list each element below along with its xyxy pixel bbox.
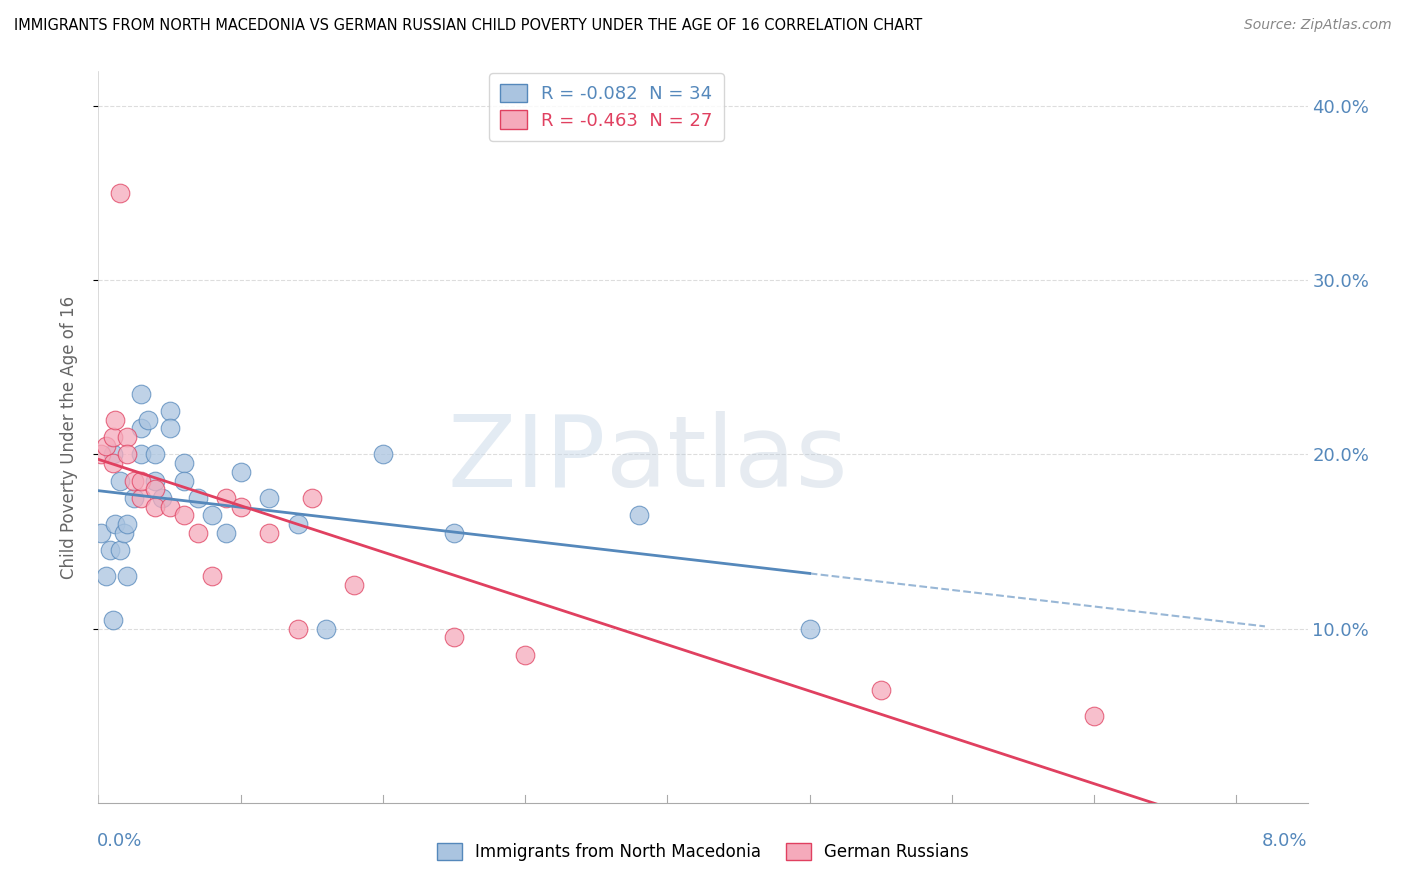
Y-axis label: Child Poverty Under the Age of 16: Child Poverty Under the Age of 16 (59, 295, 77, 579)
Text: ZIP: ZIP (449, 410, 606, 508)
Point (108, 543, 131, 558)
Point (371, 448, 394, 462)
Text: 0.0%: 0.0% (97, 832, 142, 850)
Point (143, 500, 166, 514)
Point (129, 474, 152, 488)
Point (98, 543, 121, 558)
Point (159, 500, 181, 514)
Point (122, 491, 145, 505)
Point (115, 569, 138, 583)
Point (143, 448, 166, 462)
Point (115, 448, 138, 462)
Point (112, 525, 135, 540)
Point (301, 491, 323, 505)
Point (187, 525, 209, 540)
Point (101, 448, 124, 462)
Text: atlas: atlas (606, 410, 848, 508)
Point (443, 525, 465, 540)
Point (122, 474, 145, 488)
Point (515, 648, 537, 662)
Point (257, 525, 280, 540)
Point (187, 491, 209, 505)
Point (101, 456, 124, 470)
Point (159, 421, 181, 435)
Point (215, 525, 238, 540)
Point (143, 474, 166, 488)
Point (799, 622, 821, 636)
Point (152, 491, 174, 505)
Point (104, 517, 127, 532)
Point (229, 500, 252, 514)
Point (136, 412, 159, 426)
Point (94, 439, 117, 453)
Point (1083, 708, 1105, 723)
Point (201, 569, 224, 583)
Point (108, 186, 131, 201)
Point (90, 448, 112, 462)
Point (101, 613, 124, 627)
Point (173, 508, 195, 523)
Point (129, 448, 152, 462)
Point (129, 421, 152, 435)
Point (115, 430, 138, 444)
Point (104, 412, 127, 426)
Point (343, 578, 366, 592)
Legend: Immigrants from North Macedonia, German Russians: Immigrants from North Macedonia, German … (430, 836, 976, 868)
Point (173, 456, 195, 470)
Point (287, 622, 309, 636)
Point (101, 430, 124, 444)
Point (215, 491, 238, 505)
Point (94, 569, 117, 583)
Point (129, 386, 152, 401)
Point (229, 465, 252, 479)
Point (173, 474, 195, 488)
Point (627, 508, 650, 523)
Point (159, 404, 181, 418)
Point (129, 491, 152, 505)
Point (115, 517, 138, 532)
Point (315, 622, 337, 636)
Point (108, 474, 131, 488)
Point (287, 517, 309, 532)
Point (257, 491, 280, 505)
Text: IMMIGRANTS FROM NORTH MACEDONIA VS GERMAN RUSSIAN CHILD POVERTY UNDER THE AGE OF: IMMIGRANTS FROM NORTH MACEDONIA VS GERMA… (14, 18, 922, 33)
Point (143, 483, 166, 497)
Point (869, 682, 891, 697)
Point (201, 508, 224, 523)
Point (443, 631, 465, 645)
Text: Source: ZipAtlas.com: Source: ZipAtlas.com (1244, 18, 1392, 32)
Text: 8.0%: 8.0% (1263, 832, 1308, 850)
Point (90, 525, 112, 540)
